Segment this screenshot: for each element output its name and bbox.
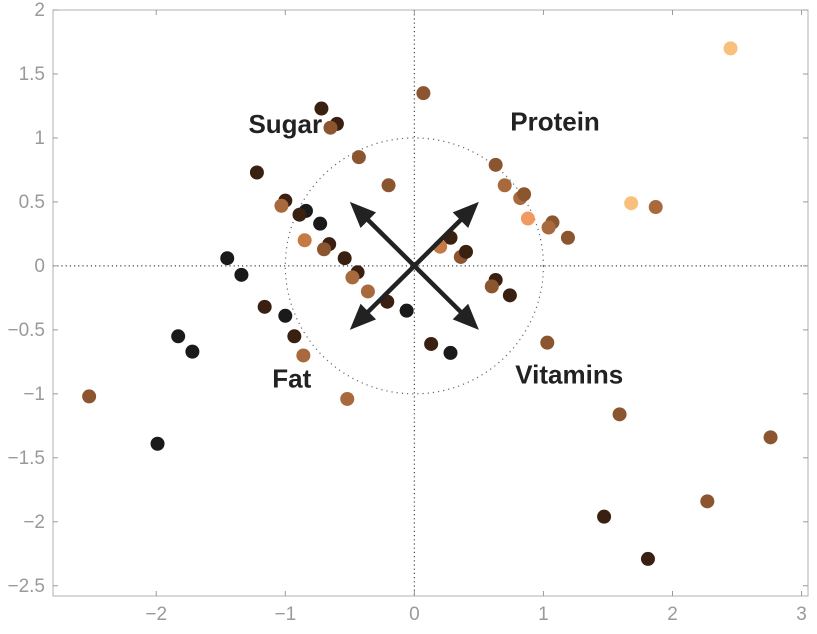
data-point [597, 509, 612, 524]
data-point [313, 216, 328, 231]
vector-shaft [366, 217, 417, 269]
data-point [541, 220, 556, 235]
y-tick-label: −2.5 [7, 576, 45, 597]
data-point [560, 230, 575, 245]
arrowhead [452, 201, 479, 229]
data-points [82, 41, 778, 566]
loading-vector-sugar [349, 201, 417, 269]
data-point [520, 211, 535, 226]
loading-vector-labels: Sugar Protein Fat Vitamins [248, 106, 623, 393]
data-point [624, 196, 639, 211]
data-point [171, 329, 186, 344]
data-point [340, 391, 355, 406]
data-point [185, 344, 200, 359]
data-point [497, 178, 512, 193]
y-tick-label: −1.5 [7, 448, 45, 469]
data-point [399, 303, 414, 318]
data-point [540, 335, 555, 350]
y-tick-label: 2 [34, 0, 45, 21]
plot-border [52, 9, 809, 597]
axis-ticks [53, 9, 808, 596]
data-point [381, 178, 396, 193]
data-point [278, 308, 293, 323]
y-tick-label: −1 [23, 384, 45, 405]
data-point [234, 267, 249, 282]
data-point [612, 407, 627, 422]
data-point [640, 551, 655, 566]
data-point [488, 157, 503, 172]
x-tick-label: 2 [667, 604, 678, 625]
arrowhead [349, 303, 377, 330]
data-point [220, 251, 235, 266]
arrowhead [452, 303, 479, 330]
vector-label-vitamins: Vitamins [515, 360, 623, 390]
data-point [249, 165, 264, 180]
data-point [443, 345, 458, 360]
data-point [351, 150, 366, 165]
arrowhead [349, 201, 377, 229]
data-point [648, 200, 663, 215]
data-point [763, 430, 778, 445]
data-point [274, 198, 289, 213]
x-tick-label: 0 [409, 604, 420, 625]
y-tick-label: 0 [34, 256, 45, 277]
data-point [345, 270, 360, 285]
plot-frame [52, 9, 809, 597]
unit-circle [284, 137, 545, 395]
data-point [360, 284, 375, 299]
x-tick-label: 1 [538, 604, 549, 625]
data-point [150, 436, 165, 451]
data-point [517, 187, 532, 202]
data-point [257, 299, 272, 314]
vector-label-sugar: Sugar [248, 109, 322, 139]
data-point [323, 120, 338, 135]
loading-vector-fat [349, 263, 417, 330]
data-point [292, 207, 307, 222]
data-point [314, 101, 329, 116]
vector-shaft [412, 217, 463, 269]
vector-shaft [412, 263, 463, 314]
x-tick-label: −2 [145, 604, 167, 625]
y-tick-label: 1.5 [19, 64, 45, 85]
axis-tick-labels: −2 −1 0 1 2 3 −2.5 −2 −1.5 −1 −0.5 0 0.5 1 1.5 2 [7, 0, 806, 625]
y-tick-label: 1 [34, 128, 45, 149]
data-point [424, 336, 439, 351]
vector-label-protein: Protein [510, 106, 600, 136]
data-point [296, 348, 311, 363]
data-point [723, 41, 738, 56]
data-point [287, 329, 302, 344]
data-point [700, 494, 715, 509]
vector-shaft [366, 263, 417, 314]
loading-vectors [349, 201, 479, 330]
y-tick-label: 0.5 [19, 192, 45, 213]
y-tick-label: −2 [23, 512, 45, 533]
reference-lines [53, 10, 808, 596]
data-point [458, 244, 473, 259]
x-tick-label: −1 [274, 604, 296, 625]
loading-vector-vitamins [412, 263, 479, 330]
data-point [416, 86, 431, 101]
data-point [484, 279, 499, 294]
data-point [317, 242, 332, 257]
data-point [82, 389, 97, 404]
loading-vector-protein [412, 201, 479, 269]
data-point [297, 233, 312, 248]
data-point [337, 251, 352, 266]
data-point [502, 288, 517, 303]
y-tick-label: −0.5 [7, 320, 45, 341]
x-tick-label: 3 [796, 604, 807, 625]
vector-label-fat: Fat [272, 363, 311, 393]
